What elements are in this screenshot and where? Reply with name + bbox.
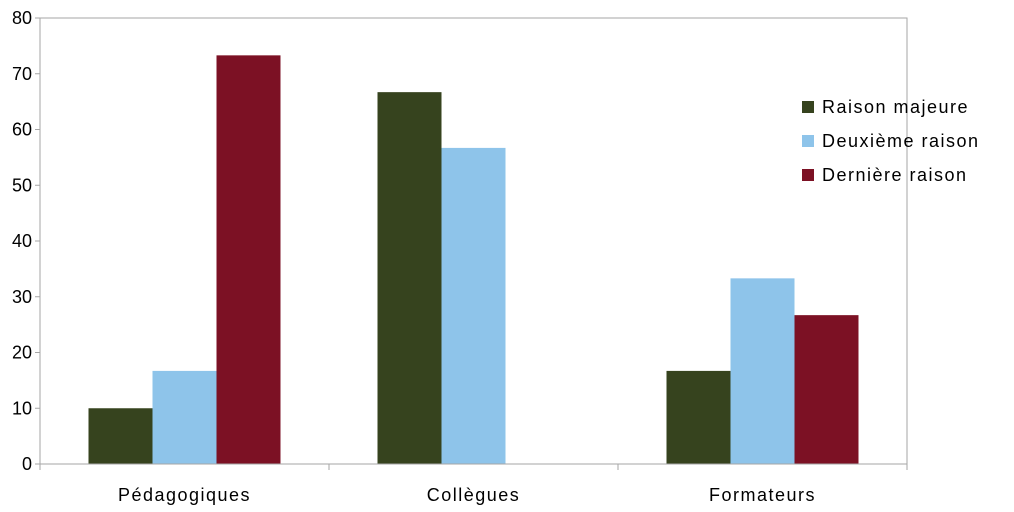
y-tick-label: 30 — [12, 287, 32, 307]
bar — [441, 147, 506, 464]
y-tick-label: 70 — [12, 64, 32, 84]
y-axis: 0 10 20 30 40 50 60 70 80 — [12, 8, 41, 474]
bar — [794, 315, 859, 464]
y-tick-label: 40 — [12, 231, 32, 251]
bar — [666, 370, 731, 464]
y-tick-label: 80 — [12, 8, 32, 28]
legend-swatch — [802, 169, 814, 181]
bar — [152, 370, 217, 464]
bar — [88, 408, 153, 464]
y-tick-label: 10 — [12, 398, 32, 418]
y-tick-label: 50 — [12, 175, 32, 195]
y-tick-label: 0 — [22, 454, 32, 474]
legend-swatch — [802, 135, 814, 147]
bar — [730, 278, 795, 464]
legend-label: Deuxième raison — [822, 131, 980, 151]
x-tick-label: Pédagogiques — [118, 485, 251, 505]
legend-label: Raison majeure — [822, 97, 969, 117]
legend: Raison majeure Deuxième raison Dernière ra… — [802, 97, 980, 185]
x-tick-label: Collègues — [427, 485, 521, 505]
x-tick-label: Formateurs — [709, 485, 816, 505]
y-tick-label: 20 — [12, 343, 32, 363]
bar — [377, 92, 442, 465]
legend-label: Dernière raison — [822, 165, 968, 185]
bar — [216, 55, 281, 464]
y-tick-label: 60 — [12, 120, 32, 140]
x-axis: Pédagogiques Collègues Formateurs — [39, 463, 908, 505]
legend-swatch — [802, 101, 814, 113]
bars-group — [88, 55, 859, 465]
